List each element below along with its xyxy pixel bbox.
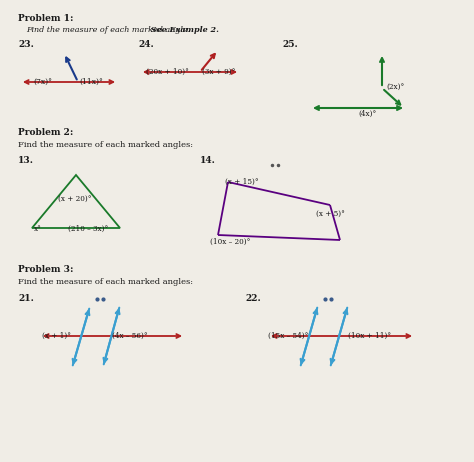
Text: (4x)°: (4x)° <box>358 110 376 118</box>
Text: (10x – 20)°: (10x – 20)° <box>210 238 250 246</box>
Text: 14.: 14. <box>200 156 216 165</box>
Text: (4x – 56)°: (4x – 56)° <box>112 332 147 340</box>
Text: (11x)°: (11x)° <box>79 78 103 86</box>
Text: Problem 3:: Problem 3: <box>18 265 73 274</box>
Text: Problem 1:: Problem 1: <box>18 14 73 23</box>
Text: (2x)°: (2x)° <box>386 83 404 91</box>
Text: Find the measure of each marked angles:: Find the measure of each marked angles: <box>18 141 193 149</box>
Text: (210 – 3x)°: (210 – 3x)° <box>68 225 108 233</box>
Text: (x + 15)°: (x + 15)° <box>225 178 259 186</box>
Text: (x + 20)°: (x + 20)° <box>58 195 91 203</box>
Text: (7x)°: (7x)° <box>33 78 52 86</box>
Text: (10x + 11)°: (10x + 11)° <box>348 332 391 340</box>
Text: (20x + 10)°: (20x + 10)° <box>146 68 189 76</box>
Text: 24.: 24. <box>138 40 154 49</box>
Text: 22.: 22. <box>245 294 261 303</box>
Text: 25.: 25. <box>282 40 298 49</box>
Text: (x + 1)°: (x + 1)° <box>42 332 71 340</box>
Text: x°: x° <box>34 225 42 233</box>
Text: (15x – 54)°: (15x – 54)° <box>268 332 309 340</box>
Text: (3x + 9)°: (3x + 9)° <box>202 68 236 76</box>
Text: 23.: 23. <box>18 40 34 49</box>
Text: 13.: 13. <box>18 156 34 165</box>
Text: Problem 2:: Problem 2: <box>18 128 73 137</box>
Text: 21.: 21. <box>18 294 34 303</box>
Text: Find the measure of each marked angle.: Find the measure of each marked angle. <box>26 26 190 34</box>
Text: Find the measure of each marked angles:: Find the measure of each marked angles: <box>18 278 193 286</box>
Text: (x + 5)°: (x + 5)° <box>316 210 345 218</box>
Text: See Example 2.: See Example 2. <box>148 26 219 34</box>
